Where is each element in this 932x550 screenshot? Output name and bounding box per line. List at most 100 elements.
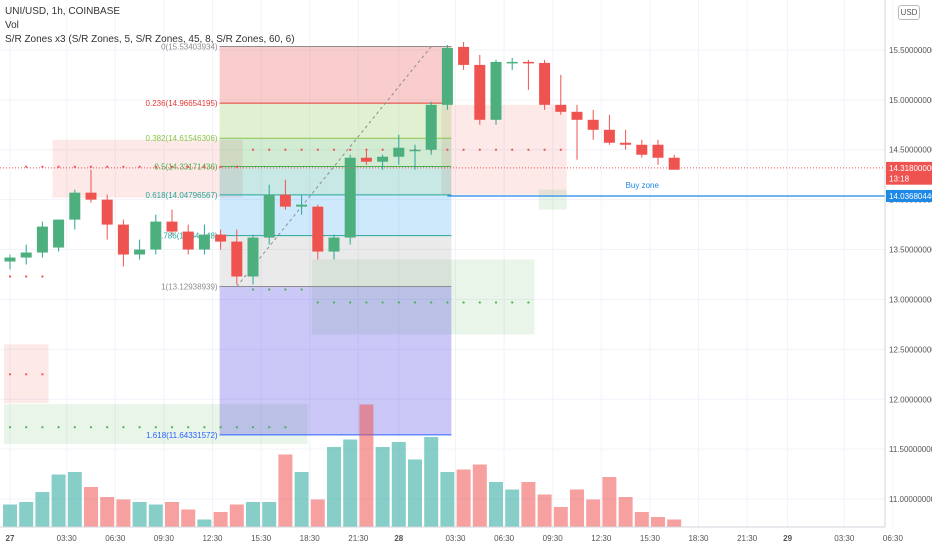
fib-band — [219, 46, 452, 104]
candle-body — [409, 149, 421, 152]
sr-level-dot — [41, 165, 44, 168]
sr-level-dot — [235, 426, 238, 429]
candle-body — [522, 61, 534, 64]
sr-level-dot — [154, 426, 157, 429]
candle-body — [296, 204, 308, 207]
sr-zone — [52, 139, 243, 198]
sr-level-dot — [543, 148, 546, 151]
sr-level-dot — [41, 373, 44, 376]
volume-bar — [489, 482, 503, 527]
volume-bar — [537, 494, 552, 527]
price-tick-label: 12.00000000 — [889, 395, 932, 404]
candle-body — [360, 157, 372, 162]
sr-level-dot — [268, 426, 271, 429]
volume-bar — [424, 437, 439, 527]
volume-bar — [553, 507, 568, 527]
price-tag — [886, 189, 932, 202]
sr-level-dot — [527, 148, 530, 151]
candle-body — [458, 46, 470, 65]
sr-level-dot — [219, 426, 222, 429]
candle-body — [117, 224, 129, 255]
candle-body — [506, 61, 518, 64]
time-tick-label: 21:30 — [348, 534, 369, 543]
candle-body — [263, 194, 275, 238]
currency-badge[interactable]: USD — [898, 5, 920, 20]
sr-level-dot — [478, 301, 481, 304]
sr-level-dot — [332, 301, 336, 304]
volume-bar — [586, 499, 601, 527]
sr-level-dot — [413, 301, 417, 304]
sr-level-dot — [478, 148, 481, 151]
volume-bar — [19, 502, 34, 527]
indicator-legend[interactable]: S/R Zones x3 (S/R Zones, 5, S/R Zones, 4… — [5, 34, 295, 45]
price-lines: Buy zone — [0, 167, 885, 197]
sr-level-dot — [268, 288, 271, 291]
sr-zone — [441, 104, 567, 195]
candle-body — [587, 119, 599, 130]
sr-level-dot — [284, 148, 287, 151]
price-tick-label: 15.00000000 — [889, 96, 932, 105]
sr-level-dot — [187, 165, 190, 168]
candle-body — [182, 231, 194, 250]
price-tag — [886, 172, 932, 185]
sr-level-dot — [235, 165, 238, 168]
sr-level-dot — [300, 148, 303, 151]
volume-bar — [521, 482, 536, 527]
volume-bar — [310, 499, 325, 527]
sr-dot-levels — [8, 148, 562, 429]
sr-zones — [4, 104, 567, 445]
sr-level-dot — [251, 426, 255, 429]
sr-level-dot — [25, 165, 28, 168]
background-layer — [0, 0, 894, 527]
sr-level-dot — [8, 426, 12, 429]
volume-bar — [262, 502, 277, 527]
volume-bar — [3, 504, 17, 527]
candle-body — [198, 234, 210, 250]
time-tick-label: 29 — [783, 534, 792, 543]
sr-level-dot — [8, 275, 12, 278]
time-tick-label: 15:30 — [640, 534, 661, 543]
candlesticks — [4, 41, 680, 285]
sr-level-dot — [57, 426, 60, 429]
time-tick-label: 12:30 — [202, 534, 223, 543]
volume-bar — [472, 464, 487, 527]
volume-bar — [408, 459, 422, 527]
candle-body — [36, 226, 48, 253]
buy-zone-label: Buy zone — [626, 181, 660, 190]
volume-bar — [278, 454, 293, 527]
sr-level-dot — [251, 288, 255, 291]
time-tick-label: 06:30 — [494, 534, 515, 543]
price-tag-label: 14.03680446 — [889, 192, 932, 201]
sr-level-dot — [170, 165, 174, 168]
candle-body — [652, 144, 664, 158]
sr-level-dot — [511, 301, 514, 304]
sr-level-dot — [106, 426, 109, 429]
time-tick-label: 27 — [6, 534, 15, 543]
volume-bar — [651, 517, 665, 527]
price-tick-label: 13.50000000 — [889, 246, 932, 255]
candle-body — [312, 206, 324, 252]
time-tick-label: 28 — [394, 534, 403, 543]
time-tick-label: 18:30 — [300, 534, 321, 543]
sr-level-dot — [527, 301, 530, 304]
candle-body — [101, 199, 113, 225]
time-tick-label: 06:30 — [105, 534, 126, 543]
symbol-title[interactable]: UNI/USD, 1h, COINBASE — [5, 6, 121, 17]
sr-level-dot — [122, 165, 125, 168]
fib-level-label: 0.618(14.04796567) — [146, 191, 218, 200]
sr-level-dot — [446, 148, 449, 151]
sr-level-dot — [106, 165, 109, 168]
candle-body — [150, 221, 162, 250]
sr-level-dot — [381, 148, 384, 151]
volume-legend[interactable]: Vol — [5, 20, 19, 31]
sr-level-dot — [122, 426, 125, 429]
sr-level-dot — [316, 301, 319, 304]
volume-bar — [391, 442, 406, 527]
sr-level-dot — [462, 301, 465, 304]
volume-bar — [294, 472, 309, 527]
candle-body — [279, 194, 291, 207]
candle-body — [4, 257, 16, 262]
sr-level-dot — [73, 426, 76, 429]
